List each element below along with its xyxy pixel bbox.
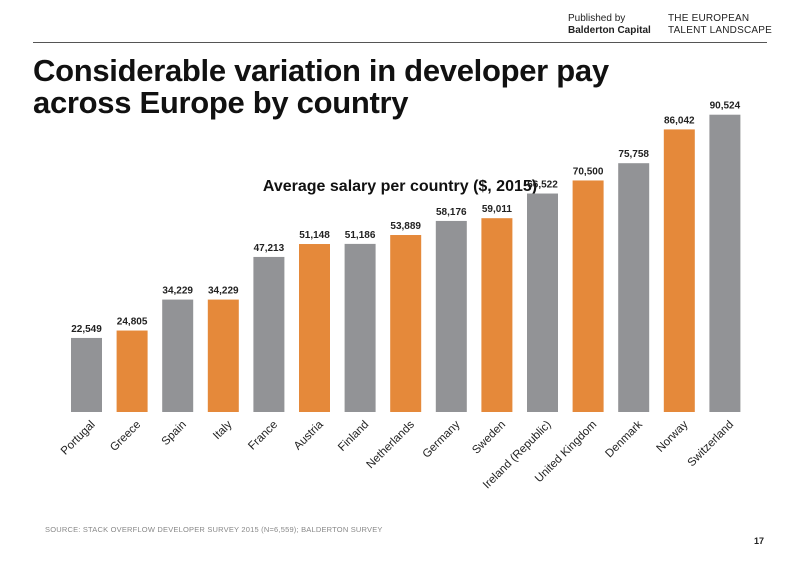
value-label-austria: 51,148 <box>299 230 330 241</box>
chart-title: Average salary per country ($, 2015) <box>262 178 538 195</box>
category-label-greece: Greece <box>108 419 143 454</box>
category-label-france: France <box>246 419 280 453</box>
category-label-sweden: Sweden <box>470 419 508 457</box>
bar-portugal <box>71 337 102 412</box>
bar-switzerland <box>709 114 741 412</box>
category-label-spain: Spain <box>160 419 189 448</box>
category-label-italy: Italy <box>211 419 235 443</box>
value-label-greece: 24,805 <box>117 317 148 328</box>
publisher-name: Balderton Capital <box>568 25 651 36</box>
category-label-finland: Finland <box>336 419 371 454</box>
value-label-denmark: 75,758 <box>618 149 649 160</box>
value-label-portugal: 22,549 <box>71 324 102 335</box>
bar-norway <box>663 129 695 412</box>
publisher-block: Published by Balderton Capital <box>568 13 651 37</box>
category-label-portugal: Portugal <box>59 419 98 458</box>
bar-netherlands <box>390 235 422 412</box>
category-label-germany: Germany <box>421 419 463 461</box>
value-label-spain: 34,229 <box>162 286 193 297</box>
bar-united-kingdom <box>572 180 604 412</box>
category-label-austria: Austria <box>292 418 326 452</box>
value-label-finland: 51,186 <box>345 230 376 241</box>
page-number: 17 <box>753 536 764 546</box>
value-label-united-kingdom: 70,500 <box>573 166 604 177</box>
bar-spain <box>162 299 194 412</box>
bar-germany <box>435 220 467 412</box>
report-name-line2: TALENT LANDSCAPE <box>668 25 772 36</box>
published-by-label: Published by <box>568 13 626 24</box>
report-name-line1: THE EUROPEAN <box>668 13 750 24</box>
bar-finland <box>344 243 376 412</box>
value-label-sweden: 59,011 <box>482 204 512 215</box>
category-label-norway: Norway <box>654 419 690 455</box>
bar-sweden <box>481 218 513 412</box>
category-label-netherlands: Netherlands <box>365 419 418 472</box>
value-label-ireland-republic: 66,522 <box>527 180 558 191</box>
value-label-switzerland: 90,524 <box>710 101 741 112</box>
value-label-italy: 34,229 <box>208 286 239 297</box>
page-title: Considerable variation in developer pay … <box>33 55 753 119</box>
bar-ireland-republic <box>527 193 558 412</box>
bar-italy <box>207 299 239 412</box>
category-label-switzerland: Switzerland <box>686 419 737 470</box>
bar-france <box>253 256 285 412</box>
bar-austria <box>299 244 330 412</box>
value-label-germany: 58,176 <box>436 207 467 218</box>
source-note: SOURCE: STACK OVERFLOW DEVELOPER SURVEY … <box>45 525 383 534</box>
header-divider <box>33 42 767 43</box>
bar-denmark <box>618 163 650 412</box>
value-label-netherlands: 53,889 <box>390 221 421 232</box>
category-label-denmark: Denmark <box>603 419 645 461</box>
value-label-france: 47,213 <box>254 243 285 254</box>
page-title-line1: Considerable variation in developer pay <box>33 53 609 88</box>
bar-greece <box>116 330 148 412</box>
value-label-norway: 86,042 <box>664 115 695 126</box>
page-title-line2: across Europe by country <box>33 85 409 120</box>
report-name: THE EUROPEAN TALENT LANDSCAPE <box>668 13 772 37</box>
